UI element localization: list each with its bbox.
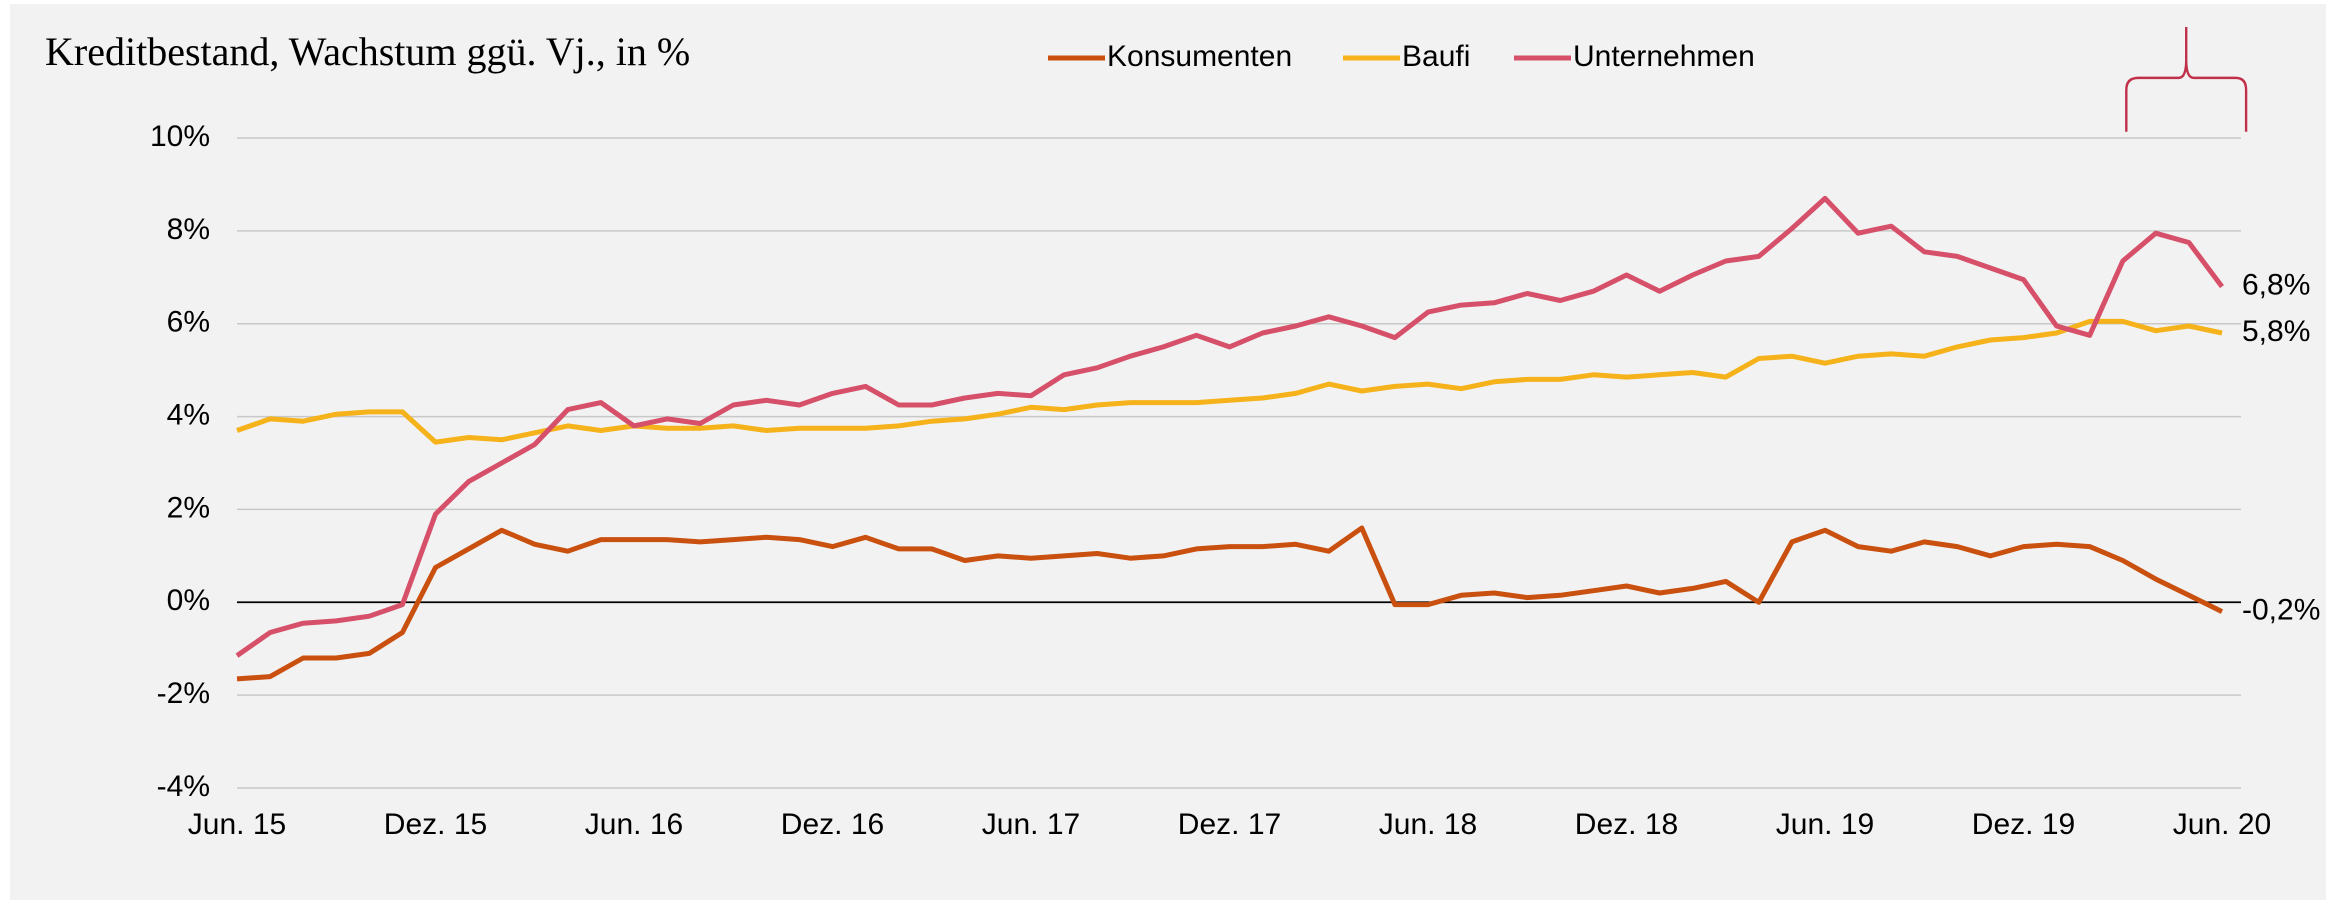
x-tick-label: Jun. 18 bbox=[1379, 808, 1477, 841]
y-tick-label: 8% bbox=[167, 213, 210, 246]
series-line bbox=[235, 195, 2224, 658]
x-tick-label: Jun. 19 bbox=[1776, 808, 1874, 841]
y-tick-label: 0% bbox=[167, 584, 210, 617]
x-tick-label: Dez. 17 bbox=[1178, 808, 1281, 841]
y-tick-label: 10% bbox=[150, 120, 210, 153]
x-tick-label: Jun. 17 bbox=[982, 808, 1080, 841]
series-line bbox=[236, 525, 2224, 682]
end-value-label: 5,8% bbox=[2242, 315, 2310, 348]
y-tick-label: -4% bbox=[157, 770, 210, 803]
x-tick-label: Dez. 18 bbox=[1575, 808, 1678, 841]
y-tick-label: 6% bbox=[167, 306, 210, 339]
chart-background bbox=[10, 4, 2326, 900]
y-tick-label: 2% bbox=[167, 491, 210, 524]
x-tick-label: Jun. 15 bbox=[188, 808, 286, 841]
legend-label: Baufi bbox=[1402, 40, 1470, 73]
x-tick-label: Dez. 16 bbox=[781, 808, 884, 841]
end-value-label: 6,8% bbox=[2242, 268, 2310, 301]
x-tick-label: Jun. 16 bbox=[585, 808, 683, 841]
series-line bbox=[236, 318, 2223, 445]
bracket-annotation bbox=[2125, 26, 2248, 132]
legend-label: Konsumenten bbox=[1107, 40, 1292, 73]
y-tick-label: -2% bbox=[157, 677, 210, 710]
y-tick-label: 4% bbox=[167, 398, 210, 431]
chart-title: Kreditbestand, Wachstum ggü. Vj., in % bbox=[45, 29, 690, 74]
end-value-label: -0,2% bbox=[2242, 593, 2320, 626]
x-tick-label: Dez. 19 bbox=[1972, 808, 2075, 841]
legend-label: Unternehmen bbox=[1573, 40, 1755, 73]
x-tick-label: Dez. 15 bbox=[384, 808, 487, 841]
x-tick-label: Jun. 20 bbox=[2173, 808, 2271, 841]
